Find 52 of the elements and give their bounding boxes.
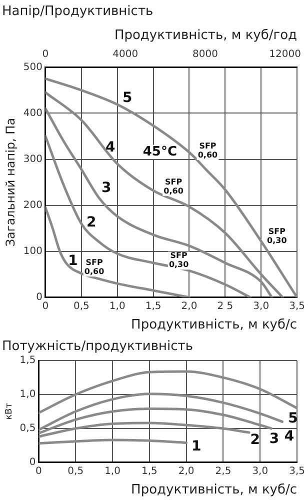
chart-title: Напір/Продуктивність xyxy=(2,4,154,20)
y-tick-label: 0,5 xyxy=(20,423,36,434)
series-label: 3 xyxy=(269,431,280,448)
y-tick-label: 1,5 xyxy=(20,355,36,366)
line-series xyxy=(38,392,284,432)
x-tick-label: 2,5 xyxy=(215,466,232,477)
y-axis-title: кВт xyxy=(4,403,15,420)
y-tick-label: 500 xyxy=(23,62,42,73)
series-label: 1 xyxy=(191,438,202,454)
annotation: SFP 0,60 xyxy=(164,177,184,196)
x-tick-label: 0,5 xyxy=(73,300,90,312)
x2-tick-label: 8000 xyxy=(192,48,218,60)
chart-title: Потужність/продуктивність xyxy=(2,339,193,354)
y-tick-label: 0 xyxy=(36,292,42,303)
x-tick-label: 1,5 xyxy=(141,466,158,477)
line-series xyxy=(45,135,252,298)
x-tick-label: 3,0 xyxy=(252,466,268,477)
x-tick-label: 2 5 xyxy=(217,300,234,312)
y-axis-title: Загальний напір, Па xyxy=(3,118,18,247)
x-tick-label: 1,0 xyxy=(109,300,126,312)
x-tick-label: 3,5 xyxy=(289,300,305,312)
annotation: SFP 0,60 xyxy=(84,258,105,276)
x-tick-label: 2,0 xyxy=(178,466,194,477)
y-tick-label: 400 xyxy=(23,108,42,119)
x-tick-label: 3,5 xyxy=(289,466,305,477)
x-axis-title: Продуктивність, м куб/с xyxy=(131,482,298,498)
series-label: 1 xyxy=(68,252,78,269)
annotation: SFP 0,30 xyxy=(168,251,190,270)
x-tick-label: 0,5 xyxy=(68,466,84,477)
x-tick-label: 1,0 xyxy=(104,466,120,477)
x-axis-title: Продуктивність, м куб/с xyxy=(131,318,298,333)
y-tick-label: 200 xyxy=(23,200,42,211)
x2-tick-label: 12000 xyxy=(269,48,301,60)
x-tick-label: 1,5 xyxy=(145,300,162,312)
series-label: 3 xyxy=(102,180,112,196)
y-tick-label: 1,0 xyxy=(20,389,36,400)
x-tick-label: 3,0 xyxy=(253,300,270,312)
series-label: 4 xyxy=(284,428,294,444)
series-label: 2 xyxy=(86,214,96,230)
line-series xyxy=(45,206,190,298)
annotation: SFP 0,60 xyxy=(198,142,218,160)
series-label: 2 xyxy=(250,432,260,448)
y-tick-label: 100 xyxy=(23,246,42,257)
x2-tick-label: 4000 xyxy=(112,48,138,60)
y-tick-label: 0 xyxy=(29,456,36,468)
x2-axis-title: Продуктивність, м куб/год xyxy=(114,28,298,43)
series-label: 5 xyxy=(122,90,132,106)
x-tick-label: 2,0 xyxy=(181,300,198,312)
series-label: 4 xyxy=(105,140,116,156)
annotation: 45°C xyxy=(142,144,178,160)
y-tick-label: 300 xyxy=(23,154,42,165)
annotation: SFP 0,30 xyxy=(267,227,288,246)
